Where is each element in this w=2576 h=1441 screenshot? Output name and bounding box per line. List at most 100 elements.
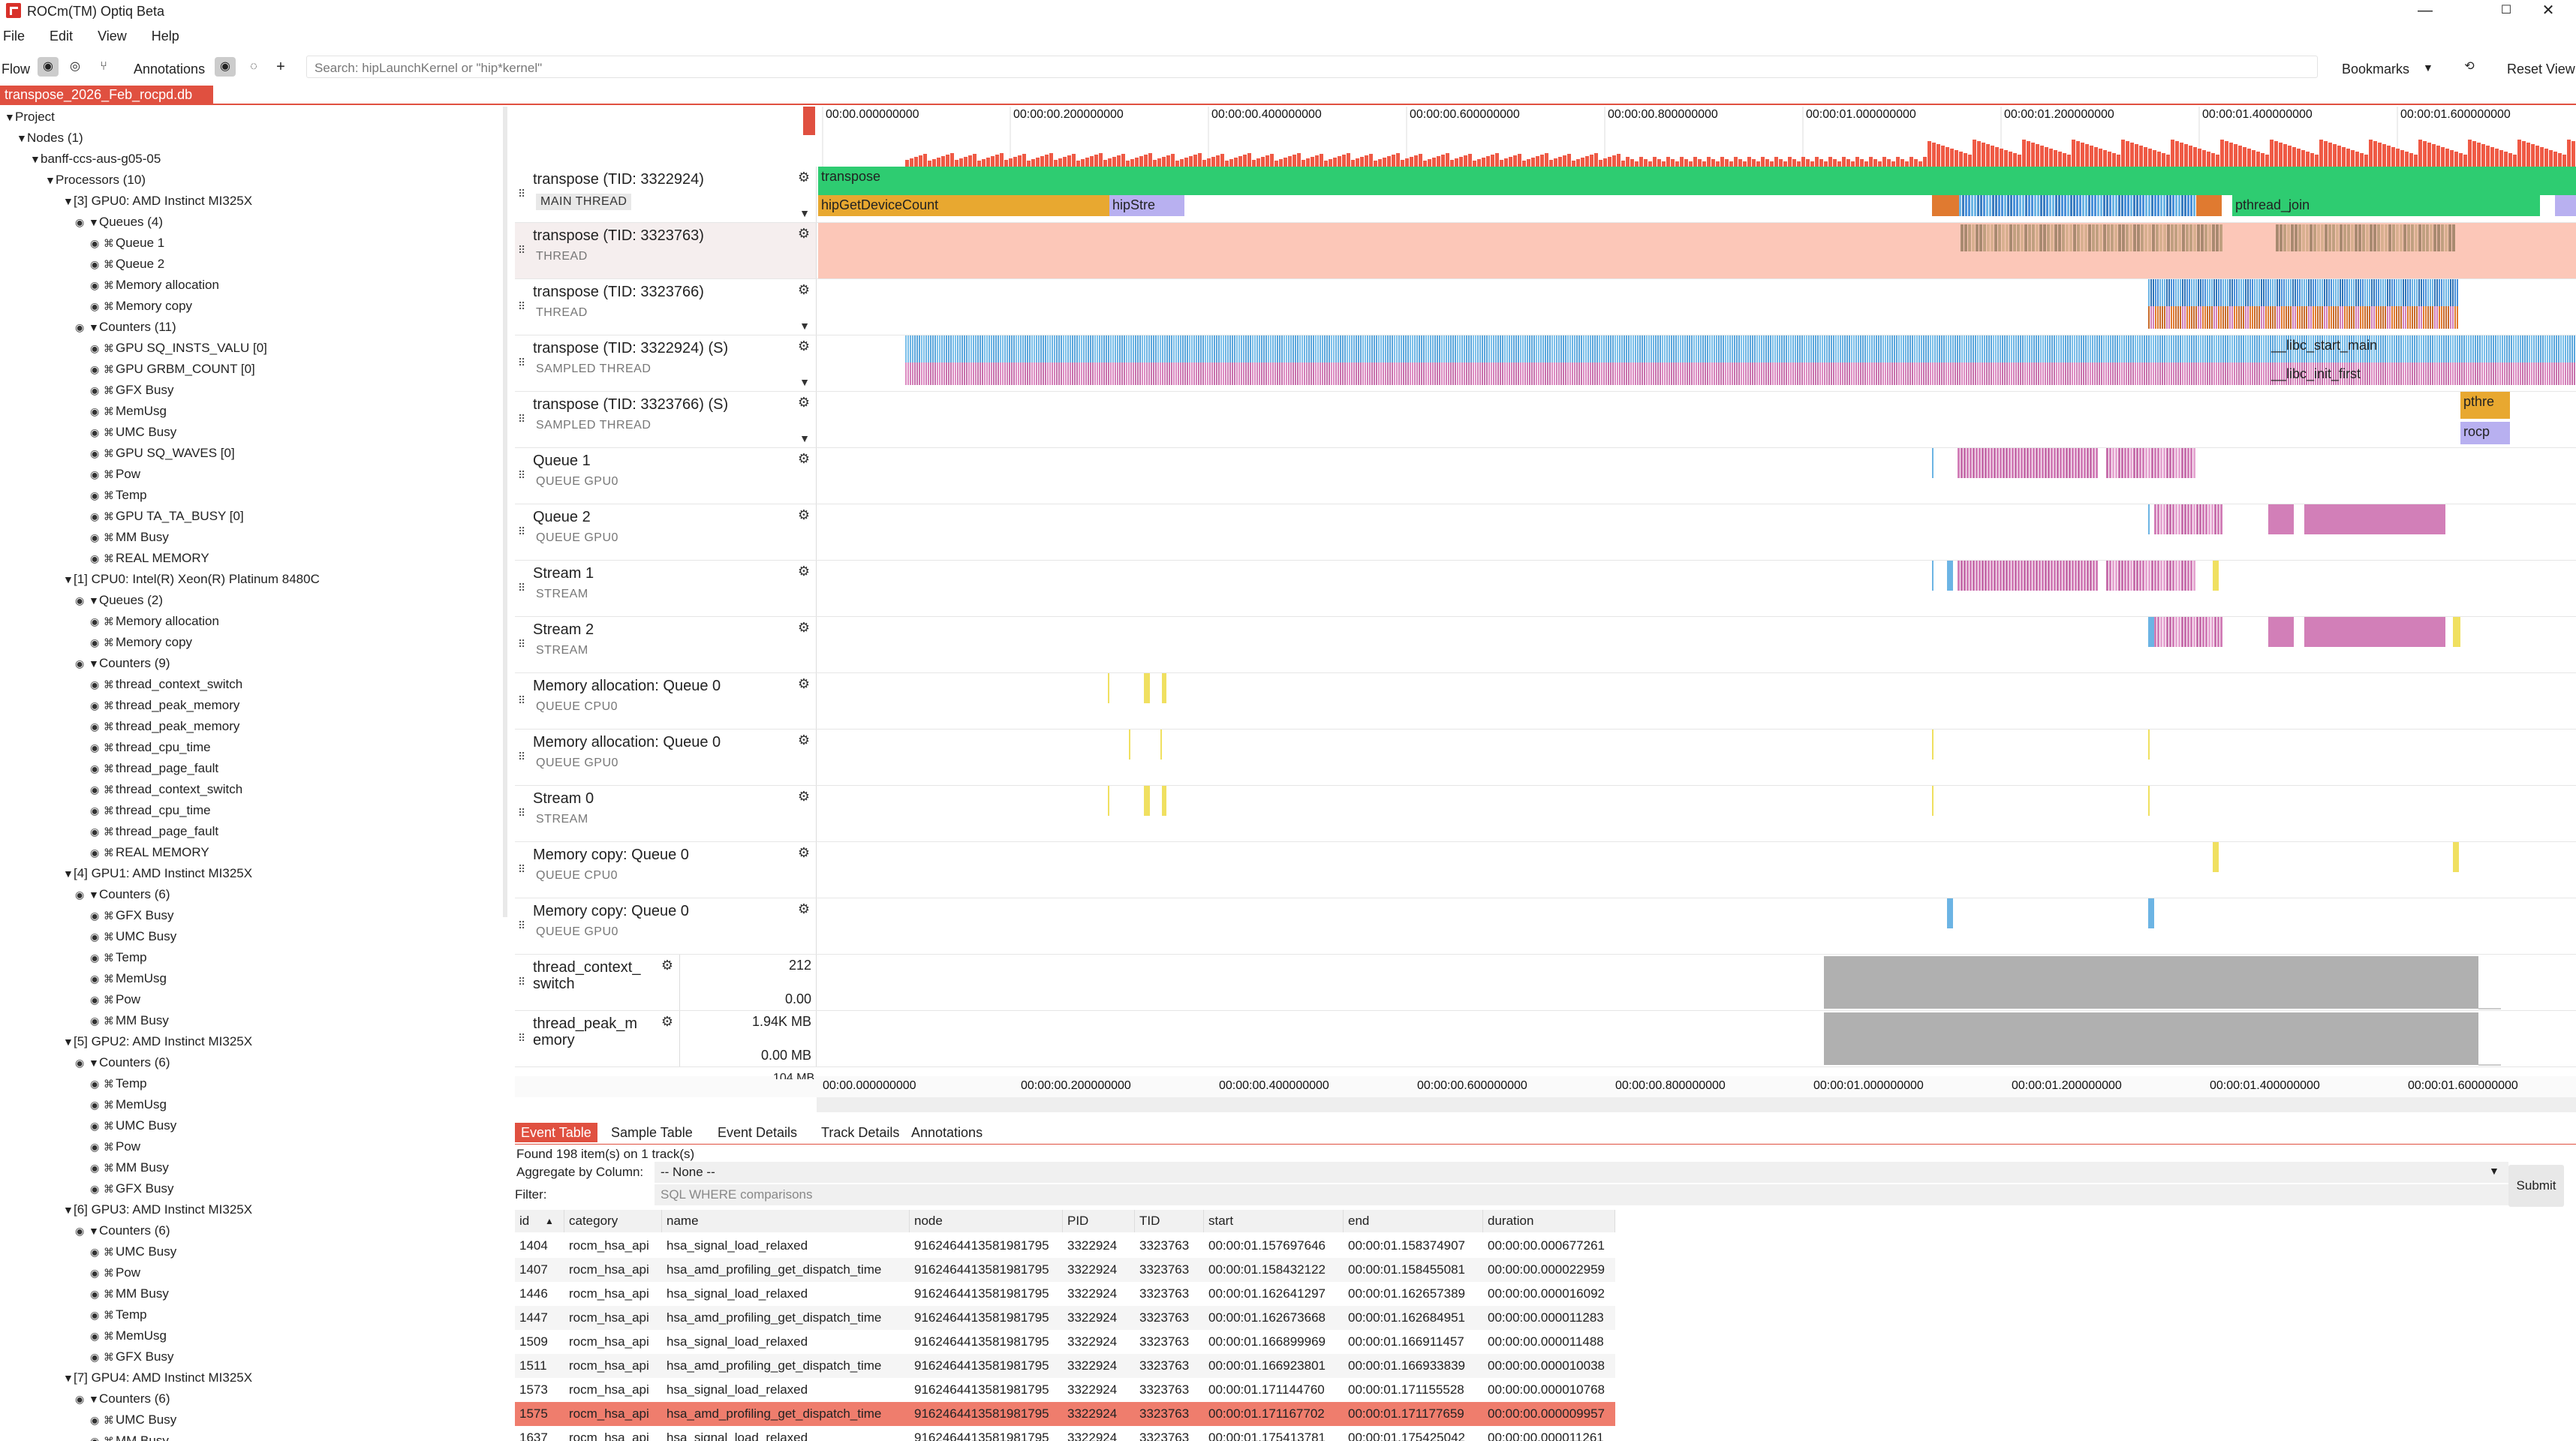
visibility-eye-icon[interactable]: ◉ — [75, 889, 85, 901]
table-row[interactable]: 1509 rocm_hsa_api hsa_signal_load_relaxed 9… — [515, 1330, 1615, 1354]
tree-item[interactable]: ◉ ⌘ Memory allocation — [90, 275, 219, 296]
close-button[interactable]: ✕ — [2541, 2, 2555, 19]
menu-edit[interactable]: Edit — [50, 29, 74, 44]
visibility-eye-icon[interactable]: ◉ — [90, 1120, 100, 1132]
annotations-visible-eye-icon[interactable]: ◉ — [215, 57, 236, 77]
counter-label[interactable]: thread_peak_m emory ⚙ ⠿ — [515, 1011, 680, 1066]
expand-chevron-icon[interactable]: ▼ — [63, 195, 74, 207]
expand-chevron-icon[interactable]: ▼ — [63, 1204, 74, 1216]
visibility-eye-icon[interactable]: ◉ — [90, 342, 100, 354]
tree-item[interactable]: ◉ ⌘ thread_context_switch — [90, 674, 242, 695]
visibility-eye-icon[interactable]: ◉ — [90, 763, 100, 775]
visibility-eye-icon[interactable]: ◉ — [90, 931, 100, 943]
expand-chevron-icon[interactable]: ▼ — [63, 1036, 74, 1048]
expand-chevron-icon[interactable]: ▼ — [63, 868, 74, 880]
gear-icon[interactable]: ⚙ — [797, 901, 810, 916]
column-header-pid[interactable]: PID — [1063, 1210, 1135, 1232]
tree-item[interactable]: ◉ ⌘ thread_cpu_time — [90, 737, 211, 758]
expand-chevron-icon[interactable]: ▼ — [17, 132, 27, 144]
visibility-eye-icon[interactable]: ◉ — [90, 237, 100, 249]
tree-item[interactable]: ◉ ⌘ thread_peak_memory — [90, 695, 239, 716]
visibility-eye-icon[interactable]: ◉ — [90, 1288, 100, 1300]
reset-view-button[interactable]: Reset View — [2507, 62, 2575, 77]
tree-scrollbar[interactable] — [503, 107, 507, 917]
visibility-eye-icon[interactable]: ◉ — [75, 1393, 85, 1405]
counter-track[interactable]: thread_context_ switch ⚙ ⠿ 212 0.00 — [515, 955, 2576, 1011]
tree-item[interactable]: ◉ ⌘ UMC Busy — [90, 422, 176, 443]
track-label[interactable]: transpose (TID: 3322924) (S) SAMPLED THRE… — [515, 335, 817, 391]
visibility-eye-icon[interactable]: ◉ — [90, 1267, 100, 1279]
tree-item[interactable]: ◉ ⌘ Pow — [90, 1262, 140, 1283]
visibility-eye-icon[interactable]: ◉ — [90, 973, 100, 985]
expand-chevron-icon[interactable]: ▼ — [89, 594, 99, 606]
bottom-tab-track-details[interactable]: Track Details — [821, 1125, 900, 1140]
gear-icon[interactable]: ⚙ — [797, 282, 810, 297]
annotations-hidden-eye-icon[interactable]: ◌ — [250, 60, 257, 73]
visibility-eye-icon[interactable]: ◉ — [90, 994, 100, 1006]
gear-icon[interactable]: ⚙ — [797, 620, 810, 635]
gear-icon[interactable]: ⚙ — [797, 395, 810, 410]
tree-item[interactable]: ▼Project — [5, 107, 55, 128]
timeline-track[interactable]: transpose (TID: 3323766) (S) SAMPLED THRE… — [515, 392, 2576, 448]
tree-item[interactable]: ◉ ⌘ REAL MEMORY — [90, 548, 209, 569]
visibility-eye-icon[interactable]: ◉ — [90, 1183, 100, 1195]
visibility-eye-icon[interactable]: ◉ — [90, 615, 100, 627]
drag-handle-icon[interactable]: ⠿ — [518, 919, 526, 931]
timeline-canvas[interactable] — [515, 107, 2576, 1127]
tree-item[interactable]: ▼[5] GPU2: AMD Instinct MI325X — [63, 1031, 252, 1052]
column-header-tid[interactable]: TID — [1135, 1210, 1204, 1232]
visibility-eye-icon[interactable]: ◉ — [90, 489, 100, 501]
visibility-eye-icon[interactable]: ◉ — [90, 1435, 100, 1441]
search-input[interactable]: Search: hipLaunchKernel or "hip*kernel" — [306, 56, 2318, 78]
visibility-eye-icon[interactable]: ◉ — [75, 216, 85, 228]
drag-handle-icon[interactable]: ⠿ — [518, 976, 526, 988]
tree-item[interactable]: ◉ ⌘ MM Busy — [90, 527, 169, 548]
table-row[interactable]: 1637 rocm_hsa_api hsa_signal_load_relaxed 9… — [515, 1426, 1615, 1441]
visibility-eye-icon[interactable]: ◉ — [90, 699, 100, 711]
visibility-eye-icon[interactable]: ◉ — [90, 952, 100, 964]
table-row[interactable]: 1447 rocm_hsa_api hsa_amd_profiling_get_di… — [515, 1306, 1615, 1330]
visibility-eye-icon[interactable]: ◉ — [90, 531, 100, 543]
expand-chevron-icon[interactable]: ▼ — [89, 321, 99, 333]
expand-chevron-icon[interactable]: ▼ — [5, 111, 15, 123]
drag-handle-icon[interactable]: ⠿ — [518, 525, 526, 537]
tree-item[interactable]: ◉ ▼Counters (9) — [75, 653, 170, 674]
gear-icon[interactable]: ⚙ — [661, 958, 673, 973]
expand-chevron-icon[interactable]: ▼ — [45, 174, 56, 186]
menu-file[interactable]: File — [3, 29, 26, 44]
tree-item[interactable]: ◉ ▼Counters (6) — [75, 1052, 170, 1073]
visibility-eye-icon[interactable]: ◉ — [90, 784, 100, 796]
timeline-track[interactable]: Stream 2 STREAM ⚙ ⠿ — [515, 617, 2576, 673]
visibility-eye-icon[interactable]: ◉ — [90, 1162, 100, 1174]
tree-item[interactable]: ▼[6] GPU3: AMD Instinct MI325X — [63, 1199, 252, 1220]
tree-item[interactable]: ◉ ⌘ MM Busy — [90, 1430, 169, 1441]
tree-item[interactable]: ◉ ⌘ Memory copy — [90, 296, 192, 317]
gear-icon[interactable]: ⚙ — [797, 733, 810, 748]
table-row[interactable]: 1511 rocm_hsa_api hsa_amd_profiling_get_di… — [515, 1354, 1615, 1378]
tree-item[interactable]: ◉ ⌘ thread_context_switch — [90, 779, 242, 800]
tree-item[interactable]: ◉ ⌘ Pow — [90, 464, 140, 485]
visibility-eye-icon[interactable]: ◉ — [90, 1078, 100, 1090]
tree-item[interactable]: ◉ ▼Counters (6) — [75, 884, 170, 905]
tree-item[interactable]: ◉ ⌘ GFX Busy — [90, 1346, 173, 1367]
visibility-eye-icon[interactable]: ◉ — [90, 1141, 100, 1153]
tree-item[interactable]: ◉ ⌘ Temp — [90, 1304, 147, 1325]
track-label[interactable]: transpose (TID: 3323766) THREAD ⚙ ⠿ ▼ — [515, 279, 817, 335]
chevron-down-icon[interactable]: ▼ — [799, 207, 810, 219]
tree-item[interactable]: ▼banff-ccs-aus-g05-05 — [30, 149, 161, 170]
track-label[interactable]: Memory allocation: Queue 0 QUEUE CPU0 ⚙ ⠿ — [515, 673, 817, 729]
visibility-eye-icon[interactable]: ◉ — [90, 300, 100, 312]
gear-icon[interactable]: ⚙ — [797, 338, 810, 353]
visibility-eye-icon[interactable]: ◉ — [90, 363, 100, 375]
visibility-eye-icon[interactable]: ◉ — [90, 426, 100, 438]
visibility-eye-icon[interactable]: ◉ — [90, 826, 100, 838]
expand-chevron-icon[interactable]: ▼ — [89, 1225, 99, 1237]
submit-button[interactable]: Submit — [2508, 1165, 2564, 1207]
gear-icon[interactable]: ⚙ — [797, 564, 810, 579]
tree-item[interactable]: ◉ ▼Counters (11) — [75, 317, 176, 338]
track-label[interactable]: Stream 2 STREAM ⚙ ⠿ — [515, 617, 817, 672]
visibility-eye-icon[interactable]: ◉ — [90, 910, 100, 922]
counter-label[interactable]: thread_context_ switch ⚙ ⠿ — [515, 955, 680, 1010]
visibility-eye-icon[interactable]: ◉ — [90, 1099, 100, 1111]
visibility-eye-icon[interactable]: ◉ — [90, 742, 100, 754]
